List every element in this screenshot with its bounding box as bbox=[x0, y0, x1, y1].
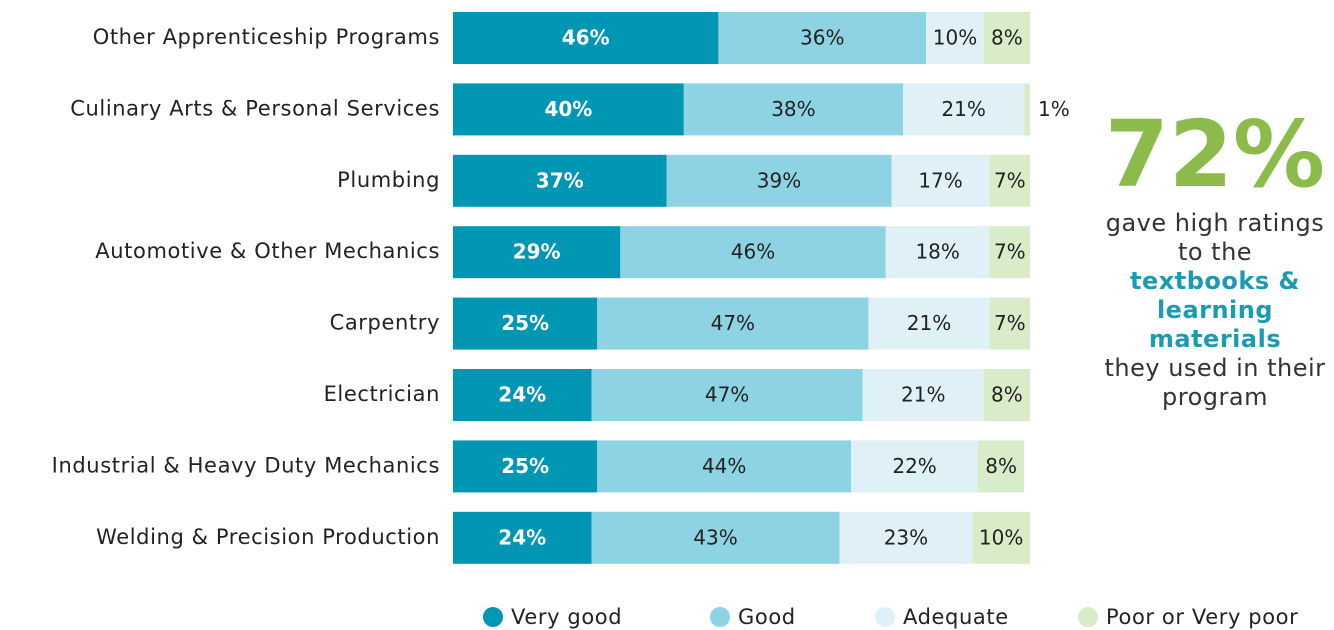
value-label: 21% bbox=[941, 97, 985, 121]
bar-segment bbox=[620, 226, 886, 279]
value-label: 10% bbox=[979, 525, 1023, 549]
value-label: 7% bbox=[994, 240, 1026, 264]
value-label: 22% bbox=[892, 454, 936, 478]
bar-segment bbox=[1024, 83, 1030, 136]
bar-segment bbox=[885, 226, 990, 279]
bar-segment bbox=[453, 297, 598, 350]
legend-swatch bbox=[483, 607, 503, 627]
bar-segment bbox=[683, 83, 904, 136]
legend-swatch bbox=[875, 607, 895, 627]
legend-swatch bbox=[1078, 607, 1098, 627]
bar-segment bbox=[453, 83, 684, 136]
bar-segment bbox=[868, 297, 990, 350]
value-label: 46% bbox=[731, 240, 775, 264]
value-label: 21% bbox=[901, 383, 945, 407]
annotation-text: gave high ratings to the bbox=[1105, 209, 1325, 266]
legend-label: Poor or Very poor bbox=[1106, 605, 1298, 629]
category-label: Plumbing bbox=[337, 168, 440, 192]
bar-segment bbox=[718, 12, 927, 64]
headline: 72% bbox=[1104, 101, 1326, 208]
value-label: 10% bbox=[933, 26, 977, 50]
value-label: 1% bbox=[1038, 97, 1070, 121]
annotation-highlight: textbooks & learning materials bbox=[1130, 267, 1300, 353]
bar-segment bbox=[597, 440, 852, 493]
bar-segment bbox=[983, 369, 1030, 421]
bar-segment bbox=[978, 440, 1025, 493]
category-label: Industrial & Heavy Duty Mechanics bbox=[52, 453, 440, 477]
value-label: 44% bbox=[702, 454, 746, 478]
bar-segment bbox=[591, 511, 840, 564]
bar-segment bbox=[989, 297, 1030, 350]
category-label: Culinary Arts & Personal Services bbox=[70, 96, 440, 120]
value-label: 36% bbox=[800, 26, 844, 50]
value-label: 47% bbox=[705, 383, 749, 407]
annotation-text: they used in their program bbox=[1104, 354, 1326, 411]
legend-label: Adequate bbox=[903, 605, 1009, 629]
value-label: 37% bbox=[536, 168, 584, 192]
bar-segment bbox=[591, 369, 863, 421]
value-label: 7% bbox=[994, 311, 1026, 335]
bar-segment bbox=[989, 154, 1030, 207]
category-label: Carpentry bbox=[330, 311, 440, 335]
bar-segment bbox=[926, 12, 984, 64]
bar-segment bbox=[903, 83, 1025, 136]
value-label: 24% bbox=[498, 383, 546, 407]
bar-segment bbox=[839, 511, 973, 564]
value-label: 46% bbox=[562, 26, 610, 50]
legend-swatch bbox=[710, 607, 730, 627]
bar-segment bbox=[972, 511, 1030, 564]
value-label: 47% bbox=[711, 311, 755, 335]
value-label: 24% bbox=[498, 525, 546, 549]
value-label: 40% bbox=[544, 97, 592, 121]
bar-segment bbox=[453, 440, 598, 493]
bar-segment bbox=[851, 440, 979, 493]
legend-label: Good bbox=[738, 605, 796, 629]
value-label: 8% bbox=[991, 26, 1023, 50]
bar-segment bbox=[453, 511, 592, 564]
bar-segment bbox=[453, 12, 719, 64]
value-label: 21% bbox=[907, 311, 951, 335]
bar-segment bbox=[862, 369, 984, 421]
value-label: 39% bbox=[757, 168, 801, 192]
value-label: 8% bbox=[991, 383, 1023, 407]
bar-segment bbox=[453, 369, 592, 421]
value-label: 25% bbox=[501, 311, 549, 335]
category-label: Other Apprenticeship Programs bbox=[93, 25, 440, 49]
category-label: Automotive & Other Mechanics bbox=[95, 239, 440, 263]
value-label: 17% bbox=[918, 168, 962, 192]
category-label: Electrician bbox=[324, 382, 440, 406]
bar-segment bbox=[989, 226, 1030, 279]
value-label: 8% bbox=[985, 454, 1017, 478]
value-label: 43% bbox=[693, 525, 737, 549]
bar-segment bbox=[453, 154, 667, 207]
category-label: Welding & Precision Production bbox=[96, 525, 440, 549]
bar-segment bbox=[983, 12, 1030, 64]
legend-label: Very good bbox=[511, 605, 622, 629]
value-label: 25% bbox=[501, 454, 549, 478]
bar-segment bbox=[666, 154, 892, 207]
value-label: 7% bbox=[994, 168, 1026, 192]
bar-segment bbox=[453, 226, 621, 279]
value-label: 38% bbox=[771, 97, 815, 121]
bar-segment bbox=[597, 297, 869, 350]
value-label: 23% bbox=[884, 525, 928, 549]
bar-segment bbox=[891, 154, 990, 207]
annotation: 72% gave high ratings to the textbooks &… bbox=[1090, 105, 1334, 412]
value-label: 18% bbox=[915, 240, 959, 264]
value-label: 29% bbox=[513, 240, 561, 264]
